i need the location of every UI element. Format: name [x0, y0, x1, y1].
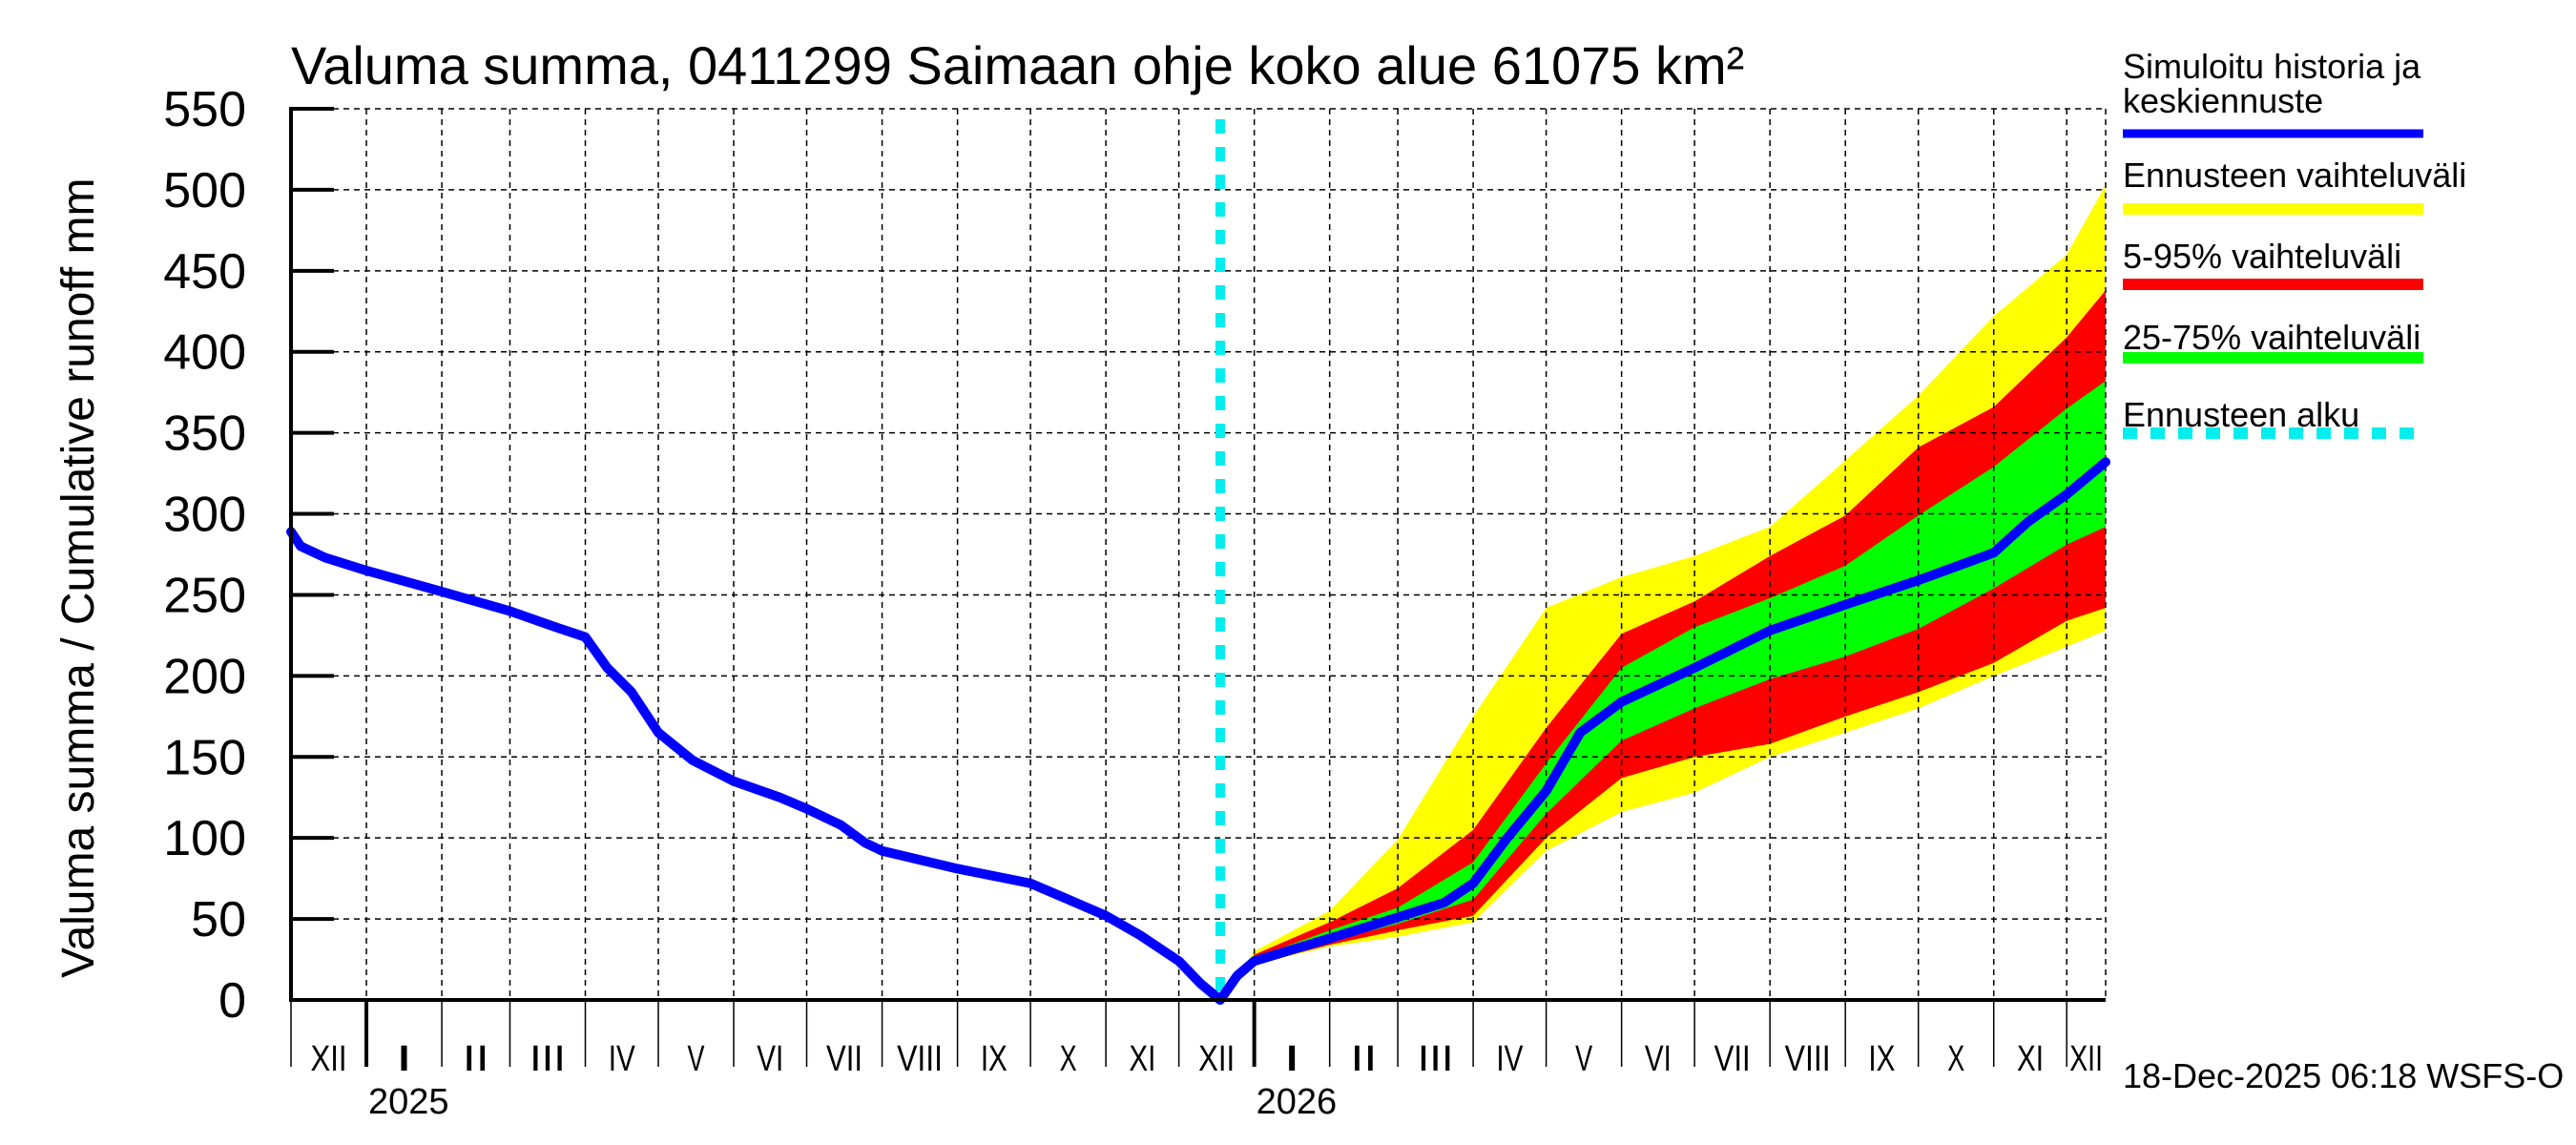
legend-label: Ennusteen vaihteluväli [2123, 156, 2466, 195]
band-ennusteen-vaihteluv-li [1219, 184, 2106, 1000]
month-label: III [1418, 1039, 1454, 1079]
month-label: VIII [897, 1039, 943, 1079]
axes [289, 107, 2106, 1067]
chart-title: Valuma summa, 0411299 Saimaan ohje koko … [291, 35, 1744, 95]
month-label: IX [1868, 1039, 1895, 1079]
month-label: I [396, 1039, 413, 1079]
month-label: X [1060, 1039, 1077, 1079]
month-label: I [1283, 1039, 1300, 1079]
y-tick-label: 400 [163, 325, 246, 381]
y-tick-label: 200 [163, 649, 246, 704]
month-label: II [1350, 1039, 1377, 1079]
month-label: II [463, 1039, 489, 1079]
month-label: VI [757, 1039, 783, 1079]
month-label: XII [2069, 1039, 2103, 1079]
y-axis-label-group: Valuma summa / Cumulative runoff mm [53, 178, 104, 979]
month-label: XII [311, 1039, 347, 1079]
y-axis-label: Valuma summa / Cumulative runoff mm [53, 178, 104, 979]
y-tick-label: 550 [163, 82, 246, 137]
legend-label: keskiennuste [2123, 81, 2323, 120]
legend-label: 5-95% vaihteluväli [2123, 237, 2401, 276]
band-25-75-vaihteluv-li [1219, 381, 2106, 1000]
forecast-bands [1219, 184, 2106, 1000]
year-label: 2025 [368, 1082, 449, 1122]
grid-lines [291, 108, 2107, 1000]
history-and-mean-forecast-line [286, 457, 2110, 1005]
y-tick-label: 150 [163, 730, 246, 785]
month-label: III [530, 1039, 566, 1079]
month-label: X [1947, 1039, 1964, 1079]
timestamp: 18-Dec-2025 06:18 WSFS-O [2123, 1056, 2564, 1095]
month-label: VII [1714, 1039, 1751, 1079]
y-tick-label: 300 [163, 488, 246, 543]
y-tick-label: 500 [163, 163, 246, 219]
month-label: IV [1496, 1039, 1524, 1079]
month-label: XI [2017, 1039, 2044, 1079]
y-tick-label: 450 [163, 244, 246, 300]
y-tick-label: 250 [163, 568, 246, 623]
legend-label: Simuloitu historia ja [2123, 47, 2421, 86]
y-tick-label: 350 [163, 406, 246, 462]
y-tick-label: 100 [163, 811, 246, 866]
month-label: XI [1129, 1039, 1155, 1079]
month-label: XII [1198, 1039, 1235, 1079]
y-tick-label: 50 [191, 892, 246, 947]
y-tick-label: 0 [218, 973, 246, 1029]
month-label: VI [1645, 1039, 1672, 1079]
month-label: VIII [1785, 1039, 1831, 1079]
month-label: V [688, 1039, 705, 1079]
month-label: IX [981, 1039, 1008, 1079]
month-label: V [1575, 1039, 1592, 1079]
y-tick-labels: 0 50 100 150 200 250 300 350 400 450 500 550 [163, 82, 246, 1029]
series-lines [286, 457, 2110, 1005]
year-label: 2026 [1257, 1082, 1338, 1122]
x-tick-labels: XII I II III IV V VI VII VIII IX X XI XII I II III IV V VI… [311, 1039, 2103, 1122]
legend-label: 25-75% vaihteluväli [2123, 318, 2420, 357]
month-label: VII [826, 1039, 862, 1079]
month-label: IV [609, 1039, 636, 1079]
